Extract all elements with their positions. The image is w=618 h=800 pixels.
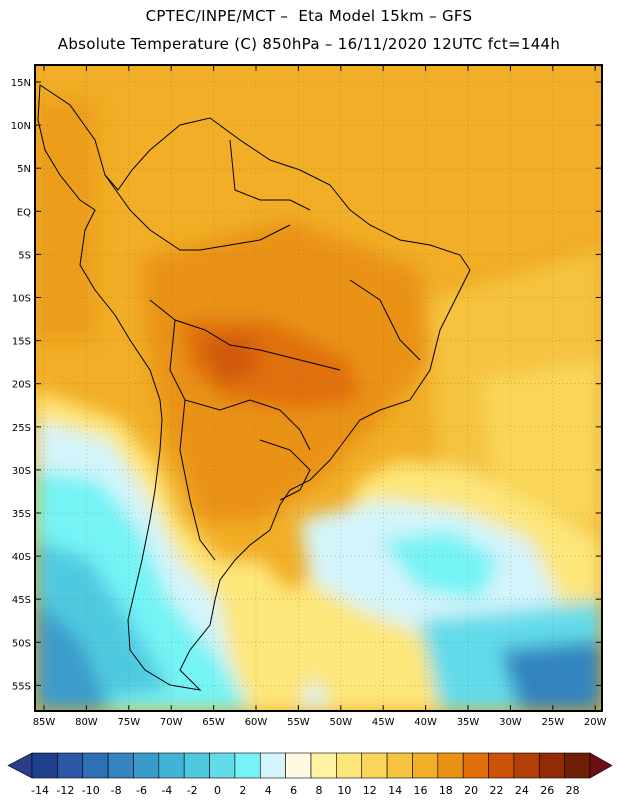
coastline: [37, 84, 471, 691]
border-brazil-east: [349, 279, 421, 361]
lat-label: 15N: [11, 78, 31, 89]
scale-box: [437, 752, 464, 779]
lon-label: 20W: [584, 717, 607, 728]
scale-label: -12: [56, 784, 74, 797]
scale-label: -8: [111, 784, 122, 797]
lon-label: 55W: [287, 717, 310, 728]
scale-label: -14: [31, 784, 49, 797]
lat-label: 10S: [12, 294, 31, 305]
scale-label: 4: [265, 784, 272, 797]
scale-box: [336, 752, 363, 779]
scale-box: [234, 752, 261, 779]
scale-box: [82, 752, 109, 779]
lon-label: 40W: [414, 717, 437, 728]
title-line-1: CPTEC/INPE/MCT – Eta Model 15km – GFS: [145, 7, 473, 25]
scale-label: 0: [214, 784, 221, 797]
lat-label: 55S: [12, 681, 31, 692]
latitude-labels: 15N 10N 5N EQ 5S 10S 15S 20S 25S 30S 35S 40S 45S 50S 5…: [11, 78, 31, 692]
lon-label: 30W: [499, 717, 522, 728]
scale-box: [259, 752, 286, 779]
scale-label: 20: [464, 784, 478, 797]
lon-label: 70W: [160, 717, 183, 728]
lon-label: 85W: [33, 717, 56, 728]
lat-label: EQ: [17, 207, 31, 218]
scale-box: [386, 752, 413, 779]
scale-label: 12: [363, 784, 377, 797]
lon-label: 80W: [75, 717, 98, 728]
scale-label: 18: [439, 784, 453, 797]
scale-label: 26: [540, 784, 554, 797]
scale-label: 14: [388, 784, 402, 797]
scale-box: [513, 752, 540, 779]
scale-label: 2: [239, 784, 246, 797]
lat-label: 10N: [11, 121, 31, 132]
scale-box: [158, 752, 185, 779]
scale-box: [183, 752, 210, 779]
scale-box: [31, 752, 58, 779]
lat-label: 5S: [18, 250, 31, 261]
scale-box: [310, 752, 337, 779]
temperature-field: [35, 65, 602, 711]
scale-box: [107, 752, 134, 779]
border-venezuela: [229, 139, 311, 211]
lat-label: 25S: [12, 423, 31, 434]
scale-box: [564, 752, 591, 779]
border-south-1: [169, 319, 311, 451]
scale-label: 22: [490, 784, 504, 797]
scale-box: [57, 752, 84, 779]
lat-label: 30S: [12, 466, 31, 477]
border-uruguay: [259, 439, 311, 501]
scale-box: [133, 752, 160, 779]
scale-label: 28: [566, 784, 580, 797]
south-america-coast: [37, 84, 471, 691]
scale-label: 24: [515, 784, 529, 797]
longitude-labels: 85W 80W 75W 70W 65W 60W 55W 50W 45W 40W 35W 30W 25W 2…: [33, 717, 607, 728]
color-scale-boxes: [7, 752, 613, 779]
lat-label: 45S: [12, 595, 31, 606]
scale-label: 8: [316, 784, 323, 797]
scale-label: -2: [187, 784, 198, 797]
title-line-2: Absolute Temperature (C) 850hPa – 16/11/…: [57, 35, 561, 53]
lon-label: 25W: [541, 717, 564, 728]
axis-ticks: [35, 65, 602, 711]
lat-label: 35S: [12, 509, 31, 520]
lat-label: 40S: [12, 552, 31, 563]
scale-label: -10: [82, 784, 100, 797]
scale-label: -4: [161, 784, 172, 797]
scale-label: 10: [337, 784, 351, 797]
color-scale-labels: -14 -12 -10 -8 -6 -4 -2 0 2 4 6 8 10 12 14 16 18 20 22 24 26…: [31, 784, 580, 797]
scale-arrow-left: [7, 752, 33, 779]
lat-label: 15S: [12, 337, 31, 348]
lon-label: 35W: [457, 717, 480, 728]
scale-box: [361, 752, 388, 779]
lon-label: 60W: [245, 717, 268, 728]
lon-label: 50W: [329, 717, 352, 728]
scale-box: [209, 752, 236, 779]
scale-box: [462, 752, 489, 779]
scale-box: [488, 752, 515, 779]
scale-arrow-right: [589, 752, 613, 779]
map-frame: [34, 64, 603, 712]
scale-box: [412, 752, 439, 779]
lat-label: 50S: [12, 638, 31, 649]
scale-box: [538, 752, 565, 779]
border-north: [104, 174, 291, 251]
border-andes: [179, 399, 216, 561]
lon-label: 65W: [202, 717, 225, 728]
lon-label: 45W: [372, 717, 395, 728]
lon-label: 75W: [117, 717, 140, 728]
scale-label: 16: [413, 784, 427, 797]
lat-label: 5N: [17, 164, 31, 175]
scale-box: [285, 752, 312, 779]
lat-label: 20S: [12, 380, 31, 391]
scale-label: -6: [136, 784, 147, 797]
scale-label: 6: [290, 784, 297, 797]
